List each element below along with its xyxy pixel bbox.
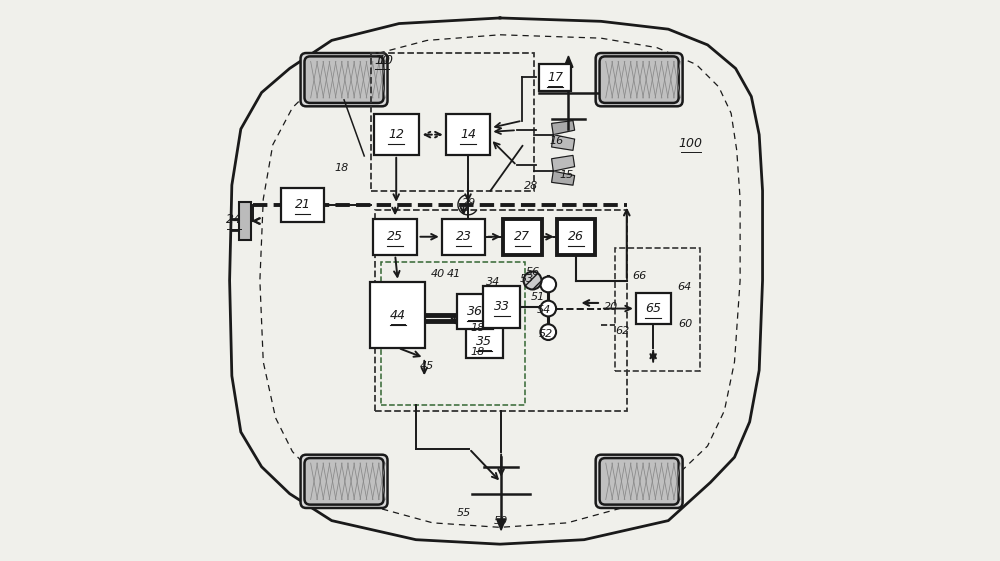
Text: 10: 10: [378, 53, 394, 67]
FancyBboxPatch shape: [503, 219, 542, 255]
Text: 45: 45: [420, 361, 434, 371]
Text: 53: 53: [520, 274, 534, 284]
Text: 55: 55: [456, 508, 471, 518]
Text: 54: 54: [537, 305, 551, 315]
FancyBboxPatch shape: [600, 458, 679, 505]
Text: 66: 66: [632, 271, 646, 281]
Text: 18: 18: [335, 163, 349, 173]
Text: 21: 21: [295, 198, 311, 211]
Polygon shape: [552, 171, 575, 185]
Text: 34: 34: [486, 277, 500, 287]
Text: 60: 60: [678, 319, 692, 329]
Text: 27: 27: [514, 230, 530, 243]
FancyBboxPatch shape: [304, 57, 384, 103]
Circle shape: [540, 324, 556, 340]
Circle shape: [524, 272, 542, 289]
Bar: [375, 210, 627, 411]
Text: 18: 18: [470, 347, 485, 357]
Text: 44: 44: [390, 309, 406, 322]
Text: 29: 29: [462, 198, 476, 208]
Text: 40: 40: [431, 269, 445, 279]
FancyBboxPatch shape: [466, 324, 503, 358]
Text: 24: 24: [226, 213, 242, 227]
Circle shape: [540, 277, 556, 292]
Text: 52: 52: [539, 329, 553, 339]
Text: 41: 41: [447, 269, 461, 279]
FancyBboxPatch shape: [442, 219, 485, 255]
FancyBboxPatch shape: [370, 282, 425, 348]
Text: 17: 17: [547, 71, 563, 84]
Text: 100: 100: [679, 136, 703, 150]
FancyBboxPatch shape: [596, 53, 683, 107]
Circle shape: [540, 301, 556, 316]
Text: 25: 25: [387, 230, 403, 243]
FancyBboxPatch shape: [304, 458, 384, 505]
Polygon shape: [552, 121, 575, 135]
Text: 50: 50: [494, 516, 508, 526]
FancyBboxPatch shape: [539, 64, 571, 91]
FancyBboxPatch shape: [636, 293, 671, 324]
FancyBboxPatch shape: [374, 114, 419, 155]
Polygon shape: [497, 519, 506, 530]
Text: 65: 65: [645, 302, 661, 315]
FancyBboxPatch shape: [373, 219, 417, 255]
Text: 18: 18: [470, 323, 485, 333]
Bar: [239, 202, 251, 240]
Text: 64: 64: [677, 282, 691, 292]
FancyBboxPatch shape: [281, 188, 324, 222]
Text: 26: 26: [568, 230, 584, 243]
Text: 51: 51: [531, 292, 545, 302]
Text: 12: 12: [388, 128, 404, 141]
FancyBboxPatch shape: [600, 57, 679, 103]
Text: 16: 16: [549, 136, 563, 146]
Text: 28: 28: [524, 181, 538, 191]
Text: 23: 23: [456, 230, 472, 243]
FancyBboxPatch shape: [557, 219, 595, 255]
Bar: [381, 262, 525, 405]
FancyBboxPatch shape: [596, 454, 683, 508]
Text: 20: 20: [604, 302, 618, 312]
Bar: [615, 248, 700, 371]
Polygon shape: [552, 155, 575, 171]
FancyBboxPatch shape: [483, 286, 520, 328]
Polygon shape: [552, 135, 575, 150]
FancyBboxPatch shape: [301, 454, 388, 508]
Text: 14: 14: [460, 128, 476, 141]
Text: 62: 62: [615, 326, 629, 336]
Polygon shape: [564, 56, 573, 67]
Text: 10: 10: [374, 53, 390, 67]
FancyBboxPatch shape: [457, 294, 493, 329]
Text: 36: 36: [467, 305, 483, 318]
Text: 35: 35: [476, 334, 492, 348]
FancyBboxPatch shape: [301, 53, 388, 107]
Text: 33: 33: [494, 300, 510, 314]
FancyBboxPatch shape: [446, 114, 490, 155]
Bar: [371, 53, 534, 191]
Text: 15: 15: [559, 170, 573, 180]
Text: 56: 56: [525, 267, 540, 277]
